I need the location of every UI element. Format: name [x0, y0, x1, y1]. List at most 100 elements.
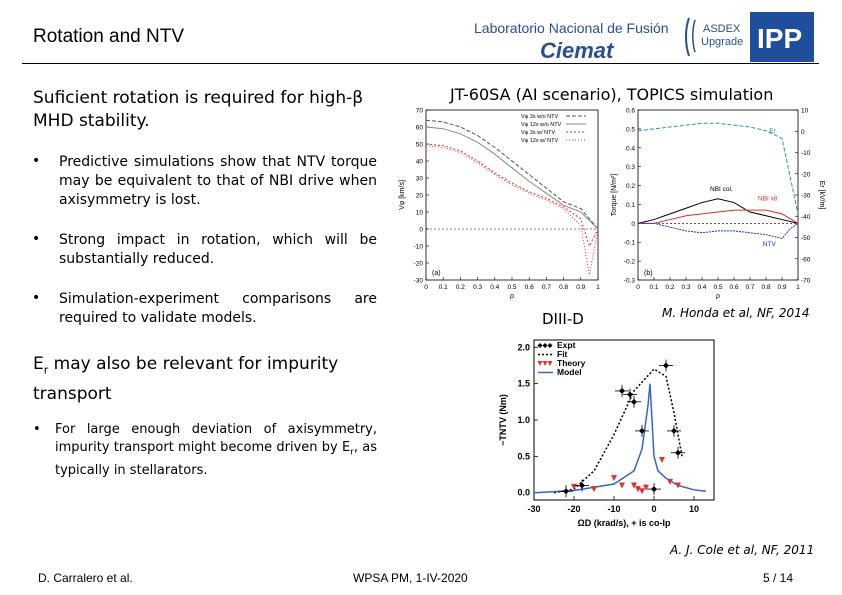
series-line-er	[637, 122, 799, 214]
theory-point	[635, 486, 641, 493]
expt-point	[671, 427, 677, 434]
legend-label: Fit	[557, 349, 568, 359]
chart-a: 0 0.1 0.2 0.3 0.4 0.5 0.6 0.7 0.8 0.9 1 -30 -20 -10 0 1…	[399, 108, 600, 301]
x-tick-label: 10	[689, 504, 699, 514]
y-tick-label: 0.5	[517, 451, 530, 461]
y-right-tick-label: -10	[801, 150, 811, 157]
panel-label: (a)	[432, 270, 441, 277]
expt-point	[619, 387, 625, 394]
ipp-logo: IPP	[750, 12, 814, 62]
er-subscript: r	[43, 363, 49, 377]
x-tick-label: 0.2	[665, 284, 674, 291]
expt-point	[627, 391, 633, 398]
theory-point	[675, 482, 681, 489]
x-tick-label: 0.8	[761, 284, 770, 291]
lead-line-2: MHD stability.	[33, 111, 150, 131]
x-tick-label: -20	[567, 504, 580, 514]
expt-point	[651, 486, 657, 493]
expt-point	[663, 362, 669, 369]
expt-point	[675, 449, 681, 456]
diiid-label: DIII-D	[542, 310, 584, 328]
theory-point	[639, 488, 645, 495]
y-right-tick-label: -20	[801, 171, 811, 178]
y-tick-label: 40	[416, 159, 424, 166]
legend-expt-marker	[542, 343, 548, 348]
legend-theory-marker	[547, 361, 553, 366]
bullet-2: Strong impact in rotation, which will be…	[59, 232, 377, 267]
series-line-nbi-col-	[637, 198, 799, 224]
series-label: NTV	[763, 241, 777, 248]
y-axis-label: Vφ [km/s]	[399, 180, 406, 210]
chart-b: 0 0.1 0.2 0.3 0.4 0.5 0.6 0.7 0.8 0.9 1 -0.3 -0.2 -0.…	[611, 108, 825, 301]
footer-page-number: 5 / 14	[763, 571, 794, 585]
panel-label: (b)	[644, 270, 653, 277]
x-tick-label: 0	[636, 284, 640, 291]
y-right-tick-label: -40	[801, 214, 811, 221]
y-right-tick-label: 0	[801, 129, 805, 136]
x-tick-label: 0.1	[439, 284, 448, 291]
series-label: NBI col.	[710, 186, 733, 193]
lead-statement: Suficient rotation is required for high-…	[33, 87, 403, 133]
y-tick-label: -0.1	[624, 240, 636, 247]
x-tick-label: -10	[607, 504, 620, 514]
cole-reference: A. J. Cole et al, NF, 2011	[670, 543, 815, 557]
bullet-mark-1: •	[32, 153, 41, 169]
asdex-upgrade-logo: ASDEX Upgrade	[683, 14, 743, 60]
x-tick-label: -30	[527, 504, 540, 514]
series-label: NBI x8	[758, 196, 778, 203]
series-line-v-12s-w-o-ntv	[425, 126, 599, 230]
plot-frame	[425, 109, 599, 281]
expt-point	[631, 398, 637, 405]
lead-line-1: Suficient rotation is required for high-…	[33, 88, 364, 108]
svg-text:Upgrade: Upgrade	[701, 36, 743, 48]
expt-point	[579, 482, 585, 489]
sub-bullet: For large enough deviation of axisymmetr…	[55, 422, 377, 478]
y-tick-label: 0.0	[517, 488, 530, 498]
legend-label: Theory	[557, 358, 586, 368]
theory-point	[667, 478, 673, 485]
y-tick-label: 20	[416, 193, 424, 200]
y-right-tick-label: -70	[801, 278, 811, 285]
theory-point	[659, 457, 665, 463]
x-tick-label: 0.3	[681, 284, 690, 291]
theory-point	[571, 483, 577, 490]
x-tick-label: 0.1	[649, 284, 658, 291]
y-right-tick-label: -60	[801, 256, 811, 263]
y-tick-label: 2.0	[517, 342, 530, 352]
x-tick-label: 0.7	[745, 284, 754, 291]
er-line-2: transport	[33, 384, 112, 405]
y-right-tick-label: -30	[801, 193, 811, 200]
series-line-v-3s-w-o-ntv	[425, 119, 599, 230]
svg-text:Ciemat: Ciemat	[540, 38, 615, 62]
y-tick-label: -0.3	[624, 278, 636, 285]
y-right-tick-label: 10	[801, 108, 809, 115]
model-line	[533, 383, 707, 494]
er-symbol: E	[33, 354, 44, 374]
y-tick-label: 30	[416, 176, 424, 183]
x-axis-label: ρ	[510, 293, 514, 300]
theory-point	[631, 482, 637, 489]
theory-point	[611, 475, 617, 482]
y-tick-label: 1.0	[517, 415, 530, 425]
x-tick-label: 0.4	[697, 284, 706, 291]
er-line-1: may also be relevant for impurity	[48, 354, 339, 374]
logo-lnf-text: Laboratorio Nacional de Fusión	[474, 20, 669, 36]
y-tick-label: 0	[631, 221, 635, 228]
y-tick-label: 10	[416, 210, 424, 217]
y-tick-label: 0.1	[626, 202, 635, 209]
footer-venue: WPSA PM, 1-IV-2020	[353, 571, 468, 585]
x-tick-label: 0.3	[473, 284, 482, 291]
jt60sa-heading: JT-60SA (AI scenario), TOPICS simulation	[450, 85, 774, 104]
series-line-nbi-x8	[638, 209, 799, 224]
svg-text:ASDEX: ASDEX	[703, 23, 741, 35]
y-tick-label: 0.3	[626, 164, 635, 171]
bullet-mark-2: •	[32, 231, 41, 247]
x-axis-label: ΩD (krad/s), + is co-Ip	[578, 518, 671, 528]
y-tick-label: -10	[414, 244, 424, 251]
y-tick-label: 0	[419, 227, 423, 234]
x-tick-label: 0.9	[777, 284, 786, 291]
bullet-mark-3: •	[32, 290, 41, 306]
theory-point	[591, 486, 597, 493]
legend-label: Expt	[557, 340, 576, 350]
y-tick-label: -30	[414, 278, 424, 285]
